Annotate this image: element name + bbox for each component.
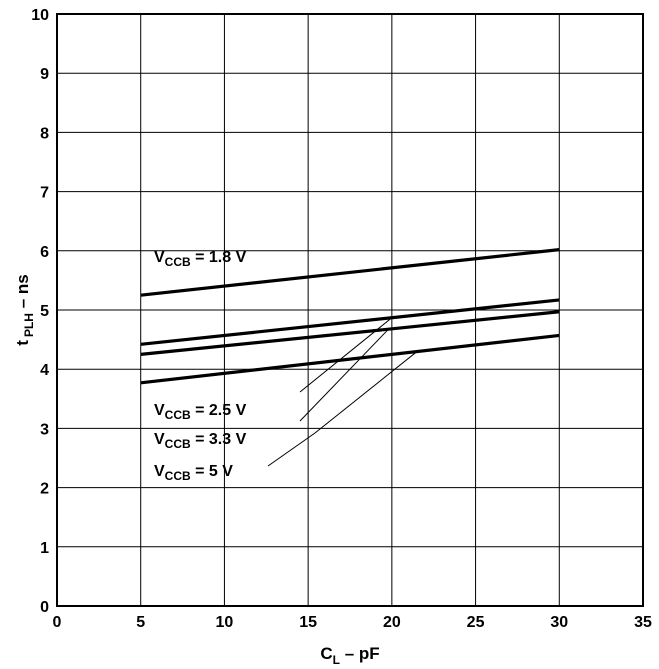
y-tick-label-7: 7 — [40, 185, 49, 202]
series-label-1-8v-sub: CCB — [165, 255, 191, 269]
y-tick-label-10: 10 — [31, 7, 49, 24]
y-axis-label-rest: – ns — [13, 274, 32, 313]
y-tick-label-9: 9 — [40, 66, 49, 83]
y-tick-label-6: 6 — [40, 244, 49, 261]
series-line-3-3v — [140, 310, 560, 356]
series-line-1-8v — [140, 248, 560, 297]
series-label-2-5v-main: V — [154, 402, 165, 419]
y-axis-label-main: t — [13, 340, 32, 346]
x-tick-labels: 0 5 10 15 20 25 30 35 — [53, 614, 652, 631]
series-label-2-5v: VCCB = 2.5 V — [154, 402, 247, 422]
leader-3-3v — [299, 328, 389, 422]
grid — [57, 14, 643, 606]
leader-5v-tail — [267, 432, 316, 467]
x-axis-label-sub: L — [333, 653, 340, 667]
series-label-1-8v-rest: = 1.8 V — [191, 249, 247, 266]
x-tick-label-35: 35 — [634, 614, 652, 631]
series-label-5v-rest: = 5 V — [191, 463, 234, 480]
series-label-1-8v: VCCB = 1.8 V — [154, 249, 247, 269]
series-line-5v — [140, 333, 560, 385]
series-lines — [140, 248, 560, 385]
x-tick-label-15: 15 — [299, 614, 317, 631]
y-tick-label-1: 1 — [40, 540, 49, 557]
series-line-2-5v — [140, 298, 560, 346]
series-label-3-3v: VCCB = 3.3 V — [154, 431, 247, 451]
series-label-5v: VCCB = 5 V — [154, 463, 233, 483]
x-axis-label-rest: – pF — [340, 644, 380, 663]
leader-5v — [314, 351, 418, 434]
y-tick-label-2: 2 — [40, 481, 49, 498]
series-label-1-8v-main: V — [154, 249, 165, 266]
x-tick-label-30: 30 — [550, 614, 568, 631]
y-tick-labels: 0 1 2 3 4 5 6 7 8 9 10 — [31, 7, 49, 616]
series-label-3-3v-sub: CCB — [165, 437, 191, 451]
x-tick-label-5: 5 — [136, 614, 145, 631]
series-label-5v-main: V — [154, 463, 165, 480]
x-tick-label-10: 10 — [216, 614, 234, 631]
series-label-5v-sub: CCB — [165, 469, 191, 483]
x-tick-label-25: 25 — [467, 614, 485, 631]
plot-frame — [56, 13, 644, 607]
y-axis-label-sub: PLH — [22, 313, 36, 337]
x-axis-label-main: C — [320, 644, 332, 663]
leader-2-5v — [299, 317, 393, 393]
series-label-2-5v-sub: CCB — [165, 408, 191, 422]
series-label-3-3v-main: V — [154, 431, 165, 448]
x-tick-label-20: 20 — [383, 614, 401, 631]
x-axis-label: CL – pF — [320, 644, 379, 667]
y-axis-label: t PLH – ns — [13, 274, 36, 345]
y-tick-label-4: 4 — [40, 362, 49, 379]
y-tick-label-3: 3 — [40, 421, 49, 438]
y-tick-label-8: 8 — [40, 125, 49, 142]
x-tick-label-0: 0 — [53, 614, 62, 631]
series-label-2-5v-rest: = 2.5 V — [191, 402, 247, 419]
y-tick-label-0: 0 — [40, 599, 49, 616]
leader-lines — [267, 317, 418, 467]
y-tick-label-5: 5 — [40, 303, 49, 320]
series-label-3-3v-rest: = 3.3 V — [191, 431, 247, 448]
